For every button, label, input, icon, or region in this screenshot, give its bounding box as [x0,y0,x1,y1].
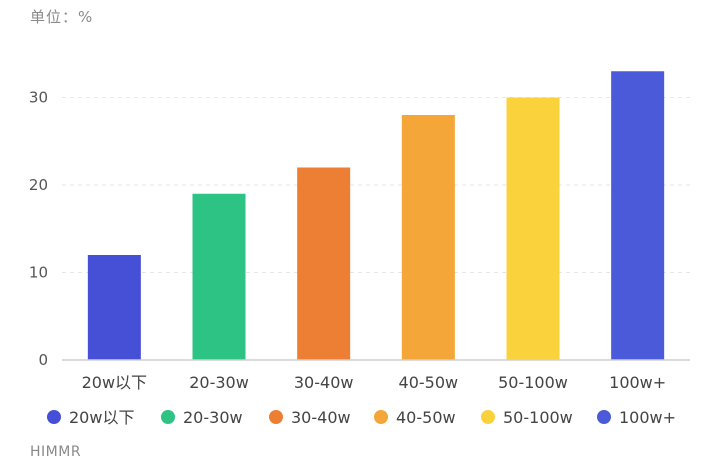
x-tick-label: 50-100w [498,373,568,392]
y-tick-label: 10 [29,264,48,282]
legend-label: 20-30w [183,408,243,427]
y-axis-ticks: 0 10 20 30 [29,89,48,370]
legend-marker [481,410,495,424]
legend-marker [374,410,388,424]
x-tick-label: 100w+ [609,373,666,392]
x-tick-label: 20-30w [189,373,249,392]
x-axis-categories: 20w以下 20-30w 30-40w 40-50w 50-100w 100w+ [82,373,667,392]
bar [192,193,246,360]
legend-label: 40-50w [396,408,456,427]
legend-label: 100w+ [619,408,676,427]
legend-marker [597,410,611,424]
y-tick-label: 0 [38,351,48,369]
bar [297,167,351,360]
unit-label: 单位：% [30,8,94,26]
bar [506,97,560,360]
bar [87,255,141,360]
x-tick-label: 20w以下 [82,373,147,392]
legend-marker [269,410,283,424]
source-label: HIMMR [30,444,82,460]
y-tick-label: 30 [29,89,48,107]
legend-label: 30-40w [291,408,351,427]
grid-lines [62,97,690,273]
bars [87,71,665,360]
legend-label: 20w以下 [69,408,134,427]
bar [401,115,455,360]
legend-marker [161,410,175,424]
x-tick-label: 30-40w [294,373,354,392]
bar [611,71,665,360]
legend-label: 50-100w [503,408,573,427]
x-tick-label: 40-50w [399,373,459,392]
legend: 20w以下 20-30w 30-40w 40-50w 50-100w 100w+ [47,408,676,427]
y-tick-label: 20 [29,176,48,194]
legend-marker [47,410,61,424]
